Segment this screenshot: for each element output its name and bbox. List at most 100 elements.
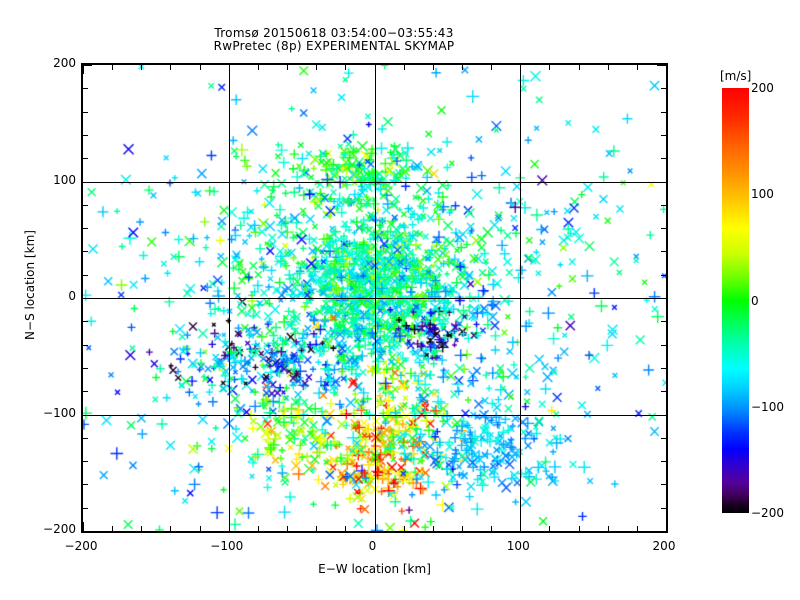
x-tick-minor: [287, 65, 288, 70]
x-tick-minor: [316, 65, 317, 70]
plot-area: [81, 63, 668, 533]
colorbar-tick-label: 100: [751, 187, 774, 202]
x-tick-minor: [549, 65, 550, 70]
y-tick-minor: [83, 228, 88, 229]
y-tick-minor: [83, 484, 88, 485]
x-axis-title: E−W location [km]: [318, 562, 431, 576]
y-tick-minor: [661, 112, 666, 113]
y-tick-major: [83, 531, 92, 532]
x-tick-minor: [637, 526, 638, 531]
x-tick-label: 100: [506, 539, 530, 553]
x-tick-major: [375, 522, 376, 531]
colorbar-gradient: [722, 88, 749, 513]
x-tick-minor: [141, 526, 142, 531]
y-tick-label: −100: [43, 405, 76, 420]
y-tick-minor: [83, 391, 88, 392]
y-tick-minor: [661, 251, 666, 252]
y-tick-minor: [661, 205, 666, 206]
x-tick-minor: [170, 65, 171, 70]
x-tick-minor: [287, 526, 288, 531]
x-tick-minor: [404, 65, 405, 70]
y-tick-minor: [661, 391, 666, 392]
y-tick-minor: [661, 321, 666, 322]
y-tick-minor: [661, 228, 666, 229]
colorbar-tick-label: −200: [751, 506, 784, 520]
colorbar-tick-label: −100: [751, 399, 784, 414]
gridline-vertical: [375, 65, 376, 531]
y-tick-major: [83, 298, 92, 299]
y-tick-minor: [83, 438, 88, 439]
plot-title: Tromsø 20150618 03:54:00−03:55:43 RwPret…: [0, 27, 668, 53]
y-tick-major: [657, 65, 666, 66]
gridline-vertical: [229, 65, 230, 531]
y-tick-major: [657, 531, 666, 532]
x-tick-minor: [462, 526, 463, 531]
x-tick-label: −100: [210, 539, 244, 553]
x-tick-major: [375, 65, 376, 74]
y-tick-major: [83, 65, 92, 66]
y-tick-minor: [83, 135, 88, 136]
x-tick-minor: [491, 65, 492, 70]
y-axis-tick-labels: 200 100 0 −100 −200: [30, 56, 76, 536]
y-tick-minor: [83, 88, 88, 89]
x-tick-major: [666, 65, 667, 74]
y-tick-major: [83, 182, 92, 183]
y-tick-major: [83, 415, 92, 416]
y-tick-minor: [83, 158, 88, 159]
y-tick-minor: [661, 345, 666, 346]
x-tick-minor: [200, 526, 201, 531]
x-tick-minor: [608, 65, 609, 70]
y-tick-label: 0: [68, 289, 76, 303]
x-tick-label: 0: [368, 539, 377, 553]
x-tick-minor: [258, 65, 259, 70]
gridline-vertical: [520, 65, 521, 531]
y-tick-major: [657, 298, 666, 299]
x-tick-major: [229, 65, 230, 74]
x-tick-major: [520, 522, 521, 531]
y-tick-label: 200: [53, 56, 76, 70]
y-tick-minor: [661, 88, 666, 89]
x-tick-major: [666, 522, 667, 531]
y-tick-minor: [661, 508, 666, 509]
y-tick-minor: [661, 368, 666, 369]
colorbar-tick-label: 0: [751, 293, 759, 308]
y-tick-label: 100: [53, 172, 76, 187]
y-axis-title: N−S location [km]: [23, 230, 37, 340]
y-tick-minor: [83, 345, 88, 346]
x-tick-minor: [433, 526, 434, 531]
y-tick-minor: [661, 158, 666, 159]
x-tick-minor: [491, 526, 492, 531]
x-tick-minor: [549, 526, 550, 531]
y-tick-minor: [83, 321, 88, 322]
x-tick-minor: [112, 526, 113, 531]
y-tick-minor: [661, 135, 666, 136]
x-tick-minor: [404, 526, 405, 531]
y-tick-minor: [661, 438, 666, 439]
x-tick-minor: [170, 526, 171, 531]
x-tick-minor: [462, 65, 463, 70]
x-tick-label: −200: [64, 539, 98, 553]
y-tick-minor: [83, 112, 88, 113]
y-tick-minor: [83, 205, 88, 206]
x-tick-major: [83, 522, 84, 531]
y-tick-major: [657, 415, 666, 416]
x-tick-minor: [637, 65, 638, 70]
gridline-horizontal: [83, 298, 666, 299]
x-tick-minor: [433, 65, 434, 70]
x-tick-minor: [141, 65, 142, 70]
colorbar-tick-label: 200: [751, 81, 774, 95]
colorbar-unit-label: [m/s]: [720, 69, 752, 83]
title-line-1: Tromsø 20150618 03:54:00−03:55:43: [214, 26, 454, 40]
y-tick-minor: [83, 251, 88, 252]
x-tick-major: [229, 522, 230, 531]
y-tick-label: −200: [43, 522, 76, 536]
y-tick-minor: [661, 275, 666, 276]
title-line-2: RwPretec (8p) EXPERIMENTAL SKYMAP: [213, 39, 455, 53]
y-tick-minor: [83, 275, 88, 276]
x-tick-label: 200: [652, 539, 676, 553]
x-tick-minor: [258, 526, 259, 531]
x-tick-minor: [579, 65, 580, 70]
gridline-horizontal: [83, 182, 666, 183]
y-tick-minor: [83, 461, 88, 462]
